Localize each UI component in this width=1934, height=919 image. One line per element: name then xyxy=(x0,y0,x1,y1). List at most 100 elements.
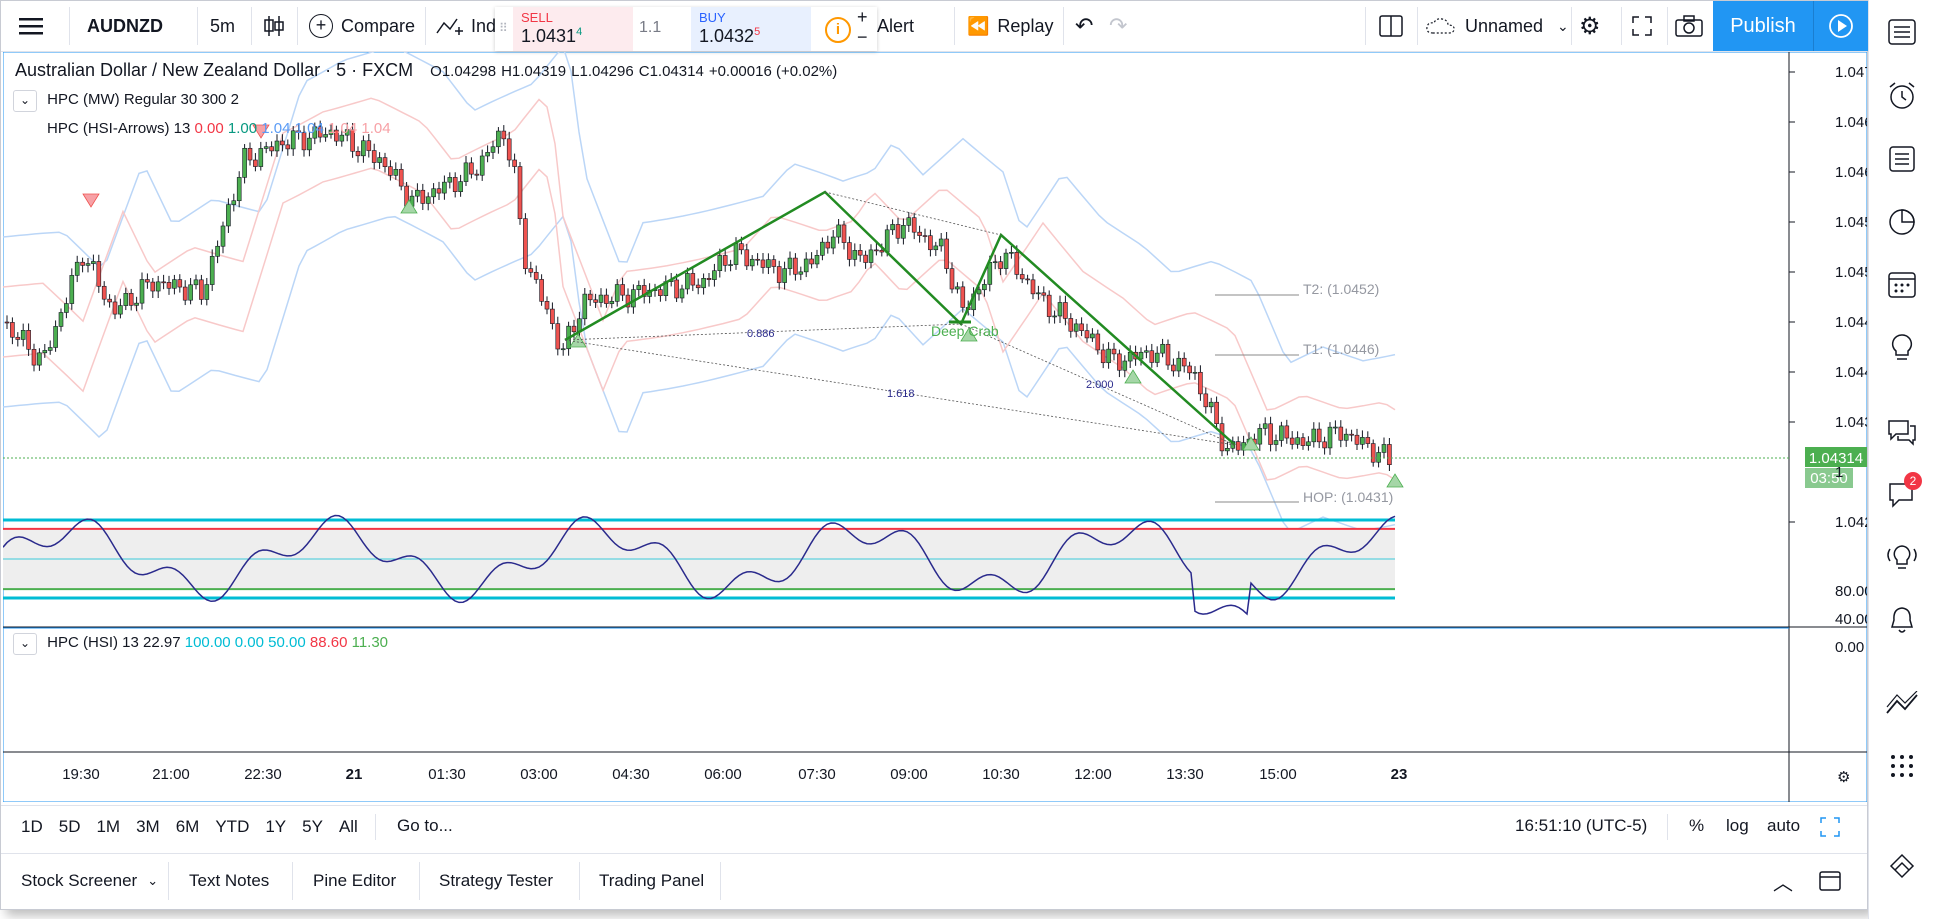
tab-trading-panel[interactable]: Trading Panel xyxy=(599,871,705,890)
percent-toggle[interactable]: % xyxy=(1689,816,1705,835)
candle-body xyxy=(755,258,760,261)
range-ytd[interactable]: YTD xyxy=(215,817,250,836)
candle-body xyxy=(712,270,717,280)
candle-body xyxy=(123,293,129,306)
range-5d[interactable]: 5D xyxy=(58,817,81,836)
minus-icon[interactable]: − xyxy=(857,27,868,47)
candle-body xyxy=(658,289,663,296)
symbol-search[interactable]: AUDNZD xyxy=(87,15,163,36)
settings-gear-icon[interactable]: ⚙ xyxy=(1579,12,1601,40)
info-icon[interactable]: i xyxy=(825,17,851,43)
play-button[interactable] xyxy=(1813,1,1868,51)
replay-button[interactable]: ⏪ Replay xyxy=(967,1,1053,51)
chats-icon[interactable] xyxy=(1884,414,1920,450)
candle-body xyxy=(533,271,539,280)
sell-arrow xyxy=(82,193,100,208)
data-window-icon[interactable] xyxy=(1884,140,1920,176)
candle-body xyxy=(1165,343,1171,366)
publish-button[interactable]: Publish xyxy=(1713,1,1813,51)
collapse-osc-icon[interactable]: ⌄ xyxy=(13,633,37,655)
dots-grid-icon[interactable] xyxy=(1884,748,1920,784)
bell-icon[interactable] xyxy=(1884,602,1920,638)
chevron-up-icon[interactable]: ︿ xyxy=(1773,872,1793,895)
maximize-panel-icon[interactable] xyxy=(1819,854,1841,908)
tab-pine-editor[interactable]: Pine Editor xyxy=(313,871,397,890)
spread-value: 1.1 xyxy=(639,19,662,36)
undo-icon[interactable]: ↶ xyxy=(1075,13,1094,38)
goto-button[interactable]: Go to... xyxy=(397,816,453,835)
log-toggle[interactable]: log xyxy=(1726,816,1749,835)
collapse-legend-icon[interactable]: ⌄ xyxy=(13,90,37,112)
range-1m[interactable]: 1M xyxy=(96,817,121,836)
reset-scale-icon[interactable] xyxy=(1819,816,1841,843)
chart-trend-icon[interactable] xyxy=(1884,686,1920,722)
layout-icon[interactable] xyxy=(1379,1,1403,51)
candle-body xyxy=(31,348,37,366)
drag-handle-icon[interactable]: ⠿ xyxy=(499,21,508,35)
candle-body xyxy=(296,130,301,133)
candle-body xyxy=(1289,437,1295,445)
candle-body xyxy=(42,350,48,354)
redo-icon[interactable]: ↷ xyxy=(1109,13,1128,38)
candle-body xyxy=(328,129,334,135)
indicator-2-value-4: 1.04 xyxy=(323,120,358,137)
candle-body xyxy=(982,284,987,291)
auto-toggle[interactable]: auto xyxy=(1767,816,1801,835)
brand-logo-icon[interactable] xyxy=(1884,848,1920,884)
bottom-panel-tabs: Stock Screener ⌄ Text Notes Pine Editor … xyxy=(1,853,1867,908)
alarm-clock-icon[interactable] xyxy=(1884,78,1920,114)
candle-body xyxy=(139,279,145,304)
indicator-1-legend[interactable]: ⌄ HPC (MW) Regular 30 300 2 xyxy=(13,90,239,112)
buy-button[interactable]: BUY 1.04325 xyxy=(691,7,811,51)
indicator-2-value-2: 1.04 xyxy=(257,120,291,137)
tab-strategy-tester[interactable]: Strategy Tester xyxy=(439,871,554,890)
interval-button[interactable]: 5m xyxy=(210,15,236,36)
candle-body xyxy=(1106,348,1111,364)
sell-label: SELL xyxy=(521,10,553,25)
indicator-2-legend[interactable]: HPC (HSI-Arrows) 13 0.00 1.00 1.04 1.04 … xyxy=(47,120,391,137)
sell-button[interactable]: SELL 1.04314 xyxy=(513,7,633,51)
ohlc-high: H1.04319 xyxy=(501,63,567,80)
range-6m[interactable]: 6M xyxy=(175,817,200,836)
chart-area[interactable]: 1.04314 03:50 0.886 1.618 2.000 Deep Crab T2:… xyxy=(2,44,1889,803)
streams-lightbulb-icon[interactable] xyxy=(1884,540,1920,576)
range-3m[interactable]: 3M xyxy=(136,817,160,836)
price-axis-label: 1.04250 xyxy=(1835,514,1867,531)
clock[interactable]: 16:51:10 (UTC-5) xyxy=(1515,816,1648,835)
fullscreen-icon[interactable] xyxy=(1631,1,1653,51)
notifications-chat-icon[interactable]: 2 xyxy=(1884,472,1922,512)
range-1y[interactable]: 1Y xyxy=(265,817,287,836)
oscillator-legend[interactable]: ⌄ HPC (HSI) 13 22.97 100.00 0.00 50.00 8… xyxy=(13,633,389,655)
calendar-icon[interactable] xyxy=(1884,266,1920,302)
ratio-label-0886: 0.886 xyxy=(747,328,775,340)
ideas-lightbulb-icon[interactable] xyxy=(1884,330,1920,366)
range-5y[interactable]: 5Y xyxy=(302,817,323,836)
plus-circle-icon: + xyxy=(309,14,333,38)
hotlist-icon[interactable] xyxy=(1884,204,1920,240)
candles-icon[interactable] xyxy=(263,1,285,51)
menu-icon[interactable] xyxy=(19,1,43,51)
camera-icon[interactable] xyxy=(1675,1,1703,51)
candle-body xyxy=(1235,441,1241,451)
watchlist-icon[interactable] xyxy=(1884,14,1920,50)
range-1d[interactable]: 1D xyxy=(21,817,43,836)
candle-body xyxy=(382,157,388,167)
tab-stock-screener[interactable]: Stock Screener ⌄ xyxy=(21,854,158,908)
time-axis-label: 13:30 xyxy=(1166,766,1204,783)
candle-body xyxy=(1225,447,1230,452)
tab-text-notes[interactable]: Text Notes xyxy=(189,871,270,890)
compare-button[interactable]: + Compare xyxy=(309,1,415,51)
candle-body xyxy=(1160,343,1165,354)
candle-body xyxy=(1149,350,1155,363)
indicators-button[interactable]: Indi xyxy=(435,1,500,51)
candle-body xyxy=(447,177,453,183)
layout-name-dropdown[interactable]: Unnamed ⌄ xyxy=(1425,1,1569,51)
alert-button[interactable]: Alert xyxy=(877,1,914,51)
plus-icon[interactable]: + xyxy=(857,7,868,27)
candle-body xyxy=(641,285,647,297)
candle-body xyxy=(155,281,161,292)
chart-canvas[interactable]: 1.04314 03:50 0.886 1.618 2.000 Deep Crab T2:… xyxy=(2,44,1889,803)
candle-body xyxy=(841,224,847,243)
range-all[interactable]: All xyxy=(338,817,358,836)
cloud-icon xyxy=(1426,18,1455,34)
